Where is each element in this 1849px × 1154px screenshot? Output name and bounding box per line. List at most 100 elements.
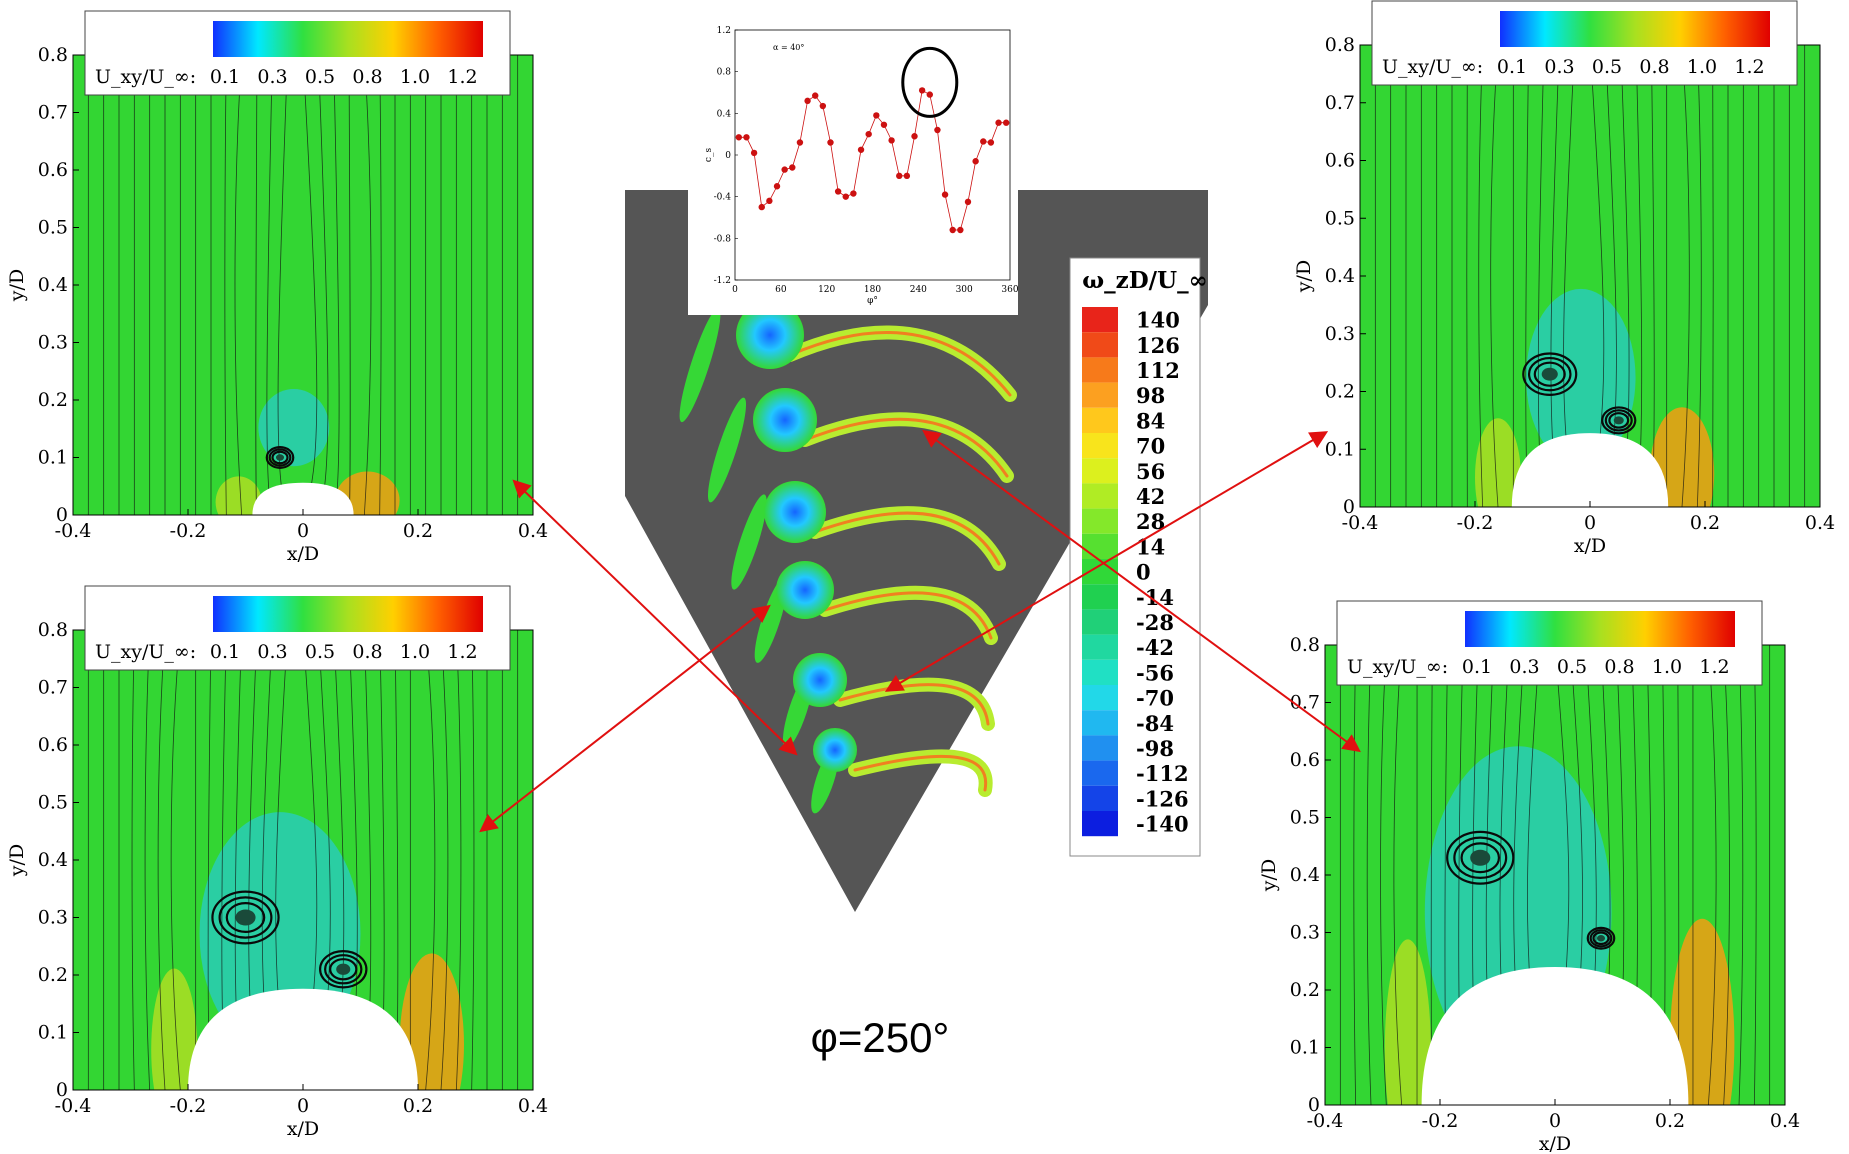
- high-velocity-region: [151, 968, 198, 1090]
- velocity-legend-tick: 0.1: [1462, 656, 1492, 678]
- vorticity-legend-tick: 84: [1136, 408, 1165, 433]
- streamline: [1707, 645, 1717, 1105]
- x-tick-label: 0.4: [518, 520, 548, 542]
- y-tick-label: 0.2: [1325, 381, 1355, 403]
- highlight-circle: [901, 46, 959, 118]
- vorticity-colorbar-segment: [1082, 609, 1118, 635]
- side-vortex-sheet: [707, 397, 747, 503]
- velocity-legend-tick: 0.3: [257, 66, 287, 88]
- vortex-ring: [271, 450, 289, 465]
- vortex-core: [275, 454, 285, 461]
- y-tick-label: 0.7: [1325, 92, 1355, 114]
- inset-x-tick-label: 360: [1001, 285, 1018, 295]
- vortex-ring: [319, 950, 368, 989]
- inset-x-axis-label: φ°: [867, 296, 878, 306]
- cs-data-point: [758, 203, 765, 211]
- vortex-ring: [1522, 352, 1578, 396]
- velocity-legend-tick: 0.3: [1509, 656, 1539, 678]
- cs-data-point: [949, 226, 956, 234]
- x-tick-label: 0.4: [518, 1095, 548, 1117]
- low-velocity-region: [1526, 288, 1636, 467]
- vorticity-colorbar-segment: [1082, 785, 1118, 811]
- vorticity-legend-tick: -140: [1136, 812, 1189, 837]
- inset-x-tick-label: 60: [775, 285, 787, 295]
- vorticity-legend-tick: 14: [1136, 534, 1165, 559]
- cs-data-point: [941, 191, 949, 198]
- x-tick-label: 0.4: [1805, 512, 1835, 534]
- velocity-legend-tick: 0.3: [257, 641, 287, 663]
- y-tick-label: 0.5: [1290, 807, 1320, 829]
- vortex-ring: [265, 446, 295, 469]
- y-tick-label: 0.7: [38, 102, 68, 124]
- y-tick-label: 0.4: [1290, 864, 1320, 886]
- inset-annotation: α = 40°: [773, 43, 804, 52]
- inset-x-tick-label: 180: [864, 285, 881, 295]
- y-tick-label: 0.4: [1325, 265, 1355, 287]
- vortex-ring: [1460, 842, 1501, 874]
- x-axis-label: x/D: [287, 543, 319, 565]
- velocity-legend-tick: 0.3: [1544, 56, 1574, 78]
- cs-data-point: [812, 92, 819, 99]
- vortex-ring: [1604, 409, 1633, 432]
- velocity-legend-tick: 0.1: [210, 641, 240, 663]
- vorticity-colorbar-segment: [1082, 332, 1118, 358]
- velocity-legend-label: U_xy/U_∞:: [95, 66, 196, 88]
- high-velocity-region: [1670, 918, 1735, 1105]
- shear-layer-edge: [853, 754, 988, 792]
- y-axis-label: y/D: [1258, 859, 1280, 892]
- y-tick-label: 0.1: [38, 1022, 68, 1044]
- y-tick-label: 0.8: [38, 619, 68, 641]
- y-tick-label: 0.8: [38, 44, 68, 66]
- y-tick-label: 0.2: [1290, 979, 1320, 1001]
- streamline: [379, 55, 382, 515]
- high-velocity-region: [215, 476, 262, 515]
- inset-x-tick-label: 120: [818, 285, 835, 295]
- velocity-legend-tick: 0.8: [1639, 56, 1669, 78]
- cs-data-point: [857, 146, 865, 153]
- cs-data-point: [804, 97, 811, 105]
- vortex-ring: [1586, 926, 1616, 950]
- vorticity-legend-tick: -28: [1136, 610, 1174, 635]
- y-tick-label: 0.1: [1290, 1037, 1320, 1059]
- cs-data-point: [873, 112, 880, 119]
- cylinder-surface: [188, 988, 418, 1090]
- y-tick-label: 0.6: [1325, 150, 1355, 172]
- x-tick-label: 0: [1584, 512, 1596, 534]
- y-tick-label: 0.3: [1325, 323, 1355, 345]
- y-axis-label: y/D: [1293, 260, 1315, 293]
- shed-vortex: [764, 481, 826, 543]
- x-tick-label: -0.4: [1307, 1110, 1344, 1132]
- vorticity-legend-tick: 112: [1136, 358, 1180, 383]
- vortex-core: [1470, 849, 1491, 866]
- vortex-ring: [1601, 406, 1637, 435]
- y-tick-label: 0: [56, 504, 68, 526]
- vortex-ring: [268, 448, 292, 467]
- velocity-legend-tick: 0.5: [305, 641, 335, 663]
- velocity-legend-tick: 1.0: [1687, 56, 1717, 78]
- vortex-core: [336, 963, 351, 975]
- vorticity-colorbar-segment: [1082, 357, 1118, 383]
- vorticity-colorbar-segment: [1082, 433, 1118, 459]
- y-tick-label: 0.2: [38, 389, 68, 411]
- vorticity-colorbar-segment: [1082, 760, 1118, 786]
- shed-vortex: [813, 728, 857, 772]
- cs-data-point: [980, 138, 987, 145]
- streamline: [1380, 645, 1387, 1105]
- flow-panel-bottom-left: -0.4 -0.2 0 0.2 0.4 0 0.1 0.2 0.3 0.4 0.5 0.6 0.7 0.8…: [6, 585, 548, 1140]
- y-tick-label: 0.6: [1290, 749, 1320, 771]
- vortex-ring: [1527, 356, 1572, 392]
- x-tick-label: -0.2: [1422, 1110, 1459, 1132]
- cs-data-point: [827, 139, 834, 146]
- cs-data-point: [888, 137, 895, 144]
- y-tick-label: 0.6: [38, 734, 68, 756]
- inset-x-tick-label: 240: [910, 285, 927, 295]
- cs-data-point: [865, 130, 872, 138]
- y-tick-label: 0.3: [38, 907, 68, 929]
- x-tick-label: 0: [297, 520, 309, 542]
- cs-data-point: [773, 183, 781, 190]
- flow-panel-top-left: -0.4 -0.2 0 0.2 0.4 0 0.1 0.2 0.3 0.4 0.5 0.6 0.7 0.8…: [6, 10, 548, 565]
- velocity-legend-tick: 1.2: [1699, 656, 1729, 678]
- vortex-ring: [211, 890, 280, 945]
- cs-data-point: [796, 139, 804, 146]
- inset-x-tick-label: 300: [956, 285, 973, 295]
